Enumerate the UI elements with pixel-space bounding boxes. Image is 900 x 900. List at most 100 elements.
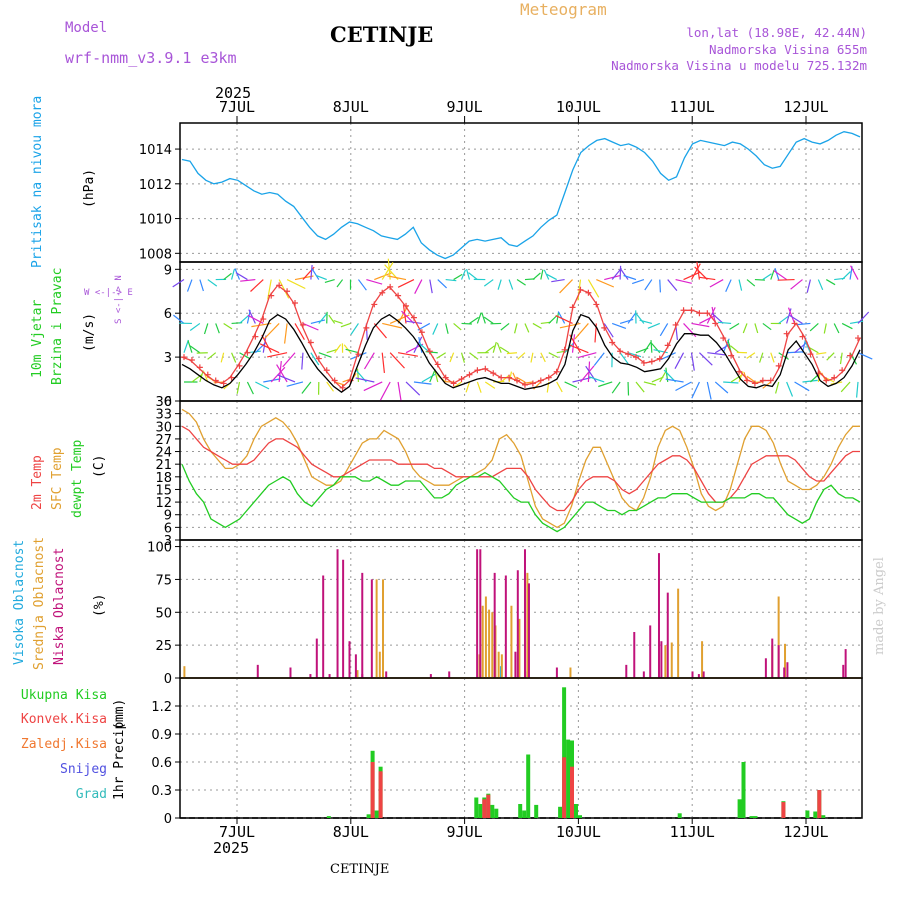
wind-arrow	[310, 319, 326, 325]
legend-snow: Snijeg	[60, 762, 107, 777]
model-label: Model	[65, 20, 108, 36]
total-precip-bar	[326, 816, 331, 818]
total-precip-bar	[753, 816, 758, 818]
wind-arrow	[294, 323, 305, 341]
temp-label-dewpt: dewpt Temp	[70, 439, 85, 518]
wind-arrow	[546, 273, 557, 281]
wind-arrow	[548, 315, 557, 324]
wind-arrow	[794, 381, 810, 392]
wind-arrow	[660, 352, 676, 361]
y-tick-label: 12	[155, 496, 172, 511]
wind-arrow	[775, 381, 780, 394]
wind-arrow	[261, 334, 272, 353]
wind-arrow	[203, 323, 209, 335]
model-name: wrf-nmm_v3.9.1 e3km	[65, 49, 237, 67]
wind-arrow	[786, 381, 794, 397]
precip-label: 1hr Precip	[112, 721, 127, 800]
wind-arrow	[789, 314, 803, 324]
wind-arrow	[406, 320, 422, 325]
y-tick-label: 9	[164, 263, 172, 278]
total-precip-bar	[474, 797, 479, 818]
total-precip-bar	[741, 762, 746, 818]
wind-arrow	[711, 312, 724, 324]
wind-arrow	[336, 279, 344, 288]
wind-arrow	[532, 272, 541, 281]
wind-arrow	[593, 352, 605, 366]
wind-arrow	[699, 314, 716, 324]
wind-arrow	[569, 344, 589, 354]
wind-arrow	[675, 381, 692, 392]
wind-arrow	[774, 268, 780, 280]
wind-arrow	[189, 345, 201, 354]
wind-arrow	[373, 323, 387, 339]
wind-arrow	[849, 320, 864, 325]
wind-arrow	[841, 271, 851, 280]
wind-arrow	[333, 320, 343, 325]
y-tick-label: 3	[164, 351, 172, 366]
wind-arrow	[559, 322, 581, 329]
wind-arrow	[580, 365, 595, 383]
wind-arrow	[277, 374, 296, 383]
wind-arrow	[500, 374, 510, 383]
year-top: 2025	[215, 84, 252, 102]
wind-arrow	[240, 278, 256, 282]
wind-arrow	[239, 315, 249, 324]
wind-arrow	[706, 307, 716, 324]
wind-arrow	[559, 279, 573, 294]
wind-arrow	[382, 322, 403, 329]
total-precip-bar	[518, 804, 523, 818]
total-precip-bar	[737, 799, 742, 818]
wind-arrow	[796, 322, 811, 326]
wind-arrow	[644, 279, 653, 291]
y-tick-label: 18	[155, 471, 172, 486]
wind-arrow	[857, 352, 873, 360]
wind-arrow	[328, 314, 336, 324]
wind-arrow	[230, 269, 235, 280]
wind-compass-ns: S <-|-> N	[114, 275, 124, 324]
wind-arrow	[215, 323, 220, 334]
wind-arrow	[777, 278, 795, 281]
legend-hail: Grad	[75, 787, 107, 802]
wind-panel: 0 3 6 9	[164, 258, 873, 410]
wind-arrow	[363, 352, 375, 370]
y-tick-label: 0	[164, 672, 172, 687]
wind-arrow	[683, 271, 701, 281]
wind-arrow	[856, 381, 859, 398]
wind-arrow	[585, 365, 597, 383]
day-label-top: 11JUL	[670, 98, 715, 116]
wind-arrow	[524, 323, 530, 333]
precip-panel: 0 0.3 0.6 0.9 1.2	[151, 677, 863, 827]
wind-arrow	[425, 351, 438, 354]
wind-arrow	[587, 279, 600, 298]
wind-arrow	[231, 352, 237, 363]
wind-compass-ew: W <-|-> E	[84, 288, 133, 298]
wind-arrow	[698, 352, 713, 366]
lonlat: lon,lat (18.98E, 42.44N)	[686, 25, 867, 40]
pressure-line	[181, 131, 861, 260]
wind-arrow	[429, 369, 436, 383]
wind-arrow	[499, 346, 510, 354]
total-precip-bar	[534, 804, 539, 818]
wind-arrow	[659, 370, 667, 383]
wind-arrow	[460, 269, 466, 280]
legend-frozen-precip: Zaledj.Kisa	[20, 737, 107, 752]
wind-arrow	[207, 279, 218, 287]
wind-arrow	[199, 279, 204, 292]
wind-arrow	[675, 278, 692, 284]
wind-arrow	[310, 264, 313, 280]
total-precip-bar	[574, 804, 578, 818]
total-precip-bar	[478, 804, 483, 818]
wind-arrow	[840, 381, 851, 393]
wind-label-2: Brzina i Pravac	[50, 267, 65, 385]
wind-arrow	[540, 352, 546, 363]
y-tick-label: 1012	[139, 178, 172, 193]
wind-arrow	[839, 352, 843, 365]
cloud-label-low: Niska Oblacnost	[52, 547, 67, 665]
wind-arrow	[326, 381, 334, 392]
y-tick-label: 1008	[139, 247, 172, 262]
wind-arrow	[849, 352, 858, 365]
wind-arrow	[698, 276, 716, 281]
wind-arrow	[770, 352, 775, 363]
y-tick-label: 25	[155, 639, 172, 654]
